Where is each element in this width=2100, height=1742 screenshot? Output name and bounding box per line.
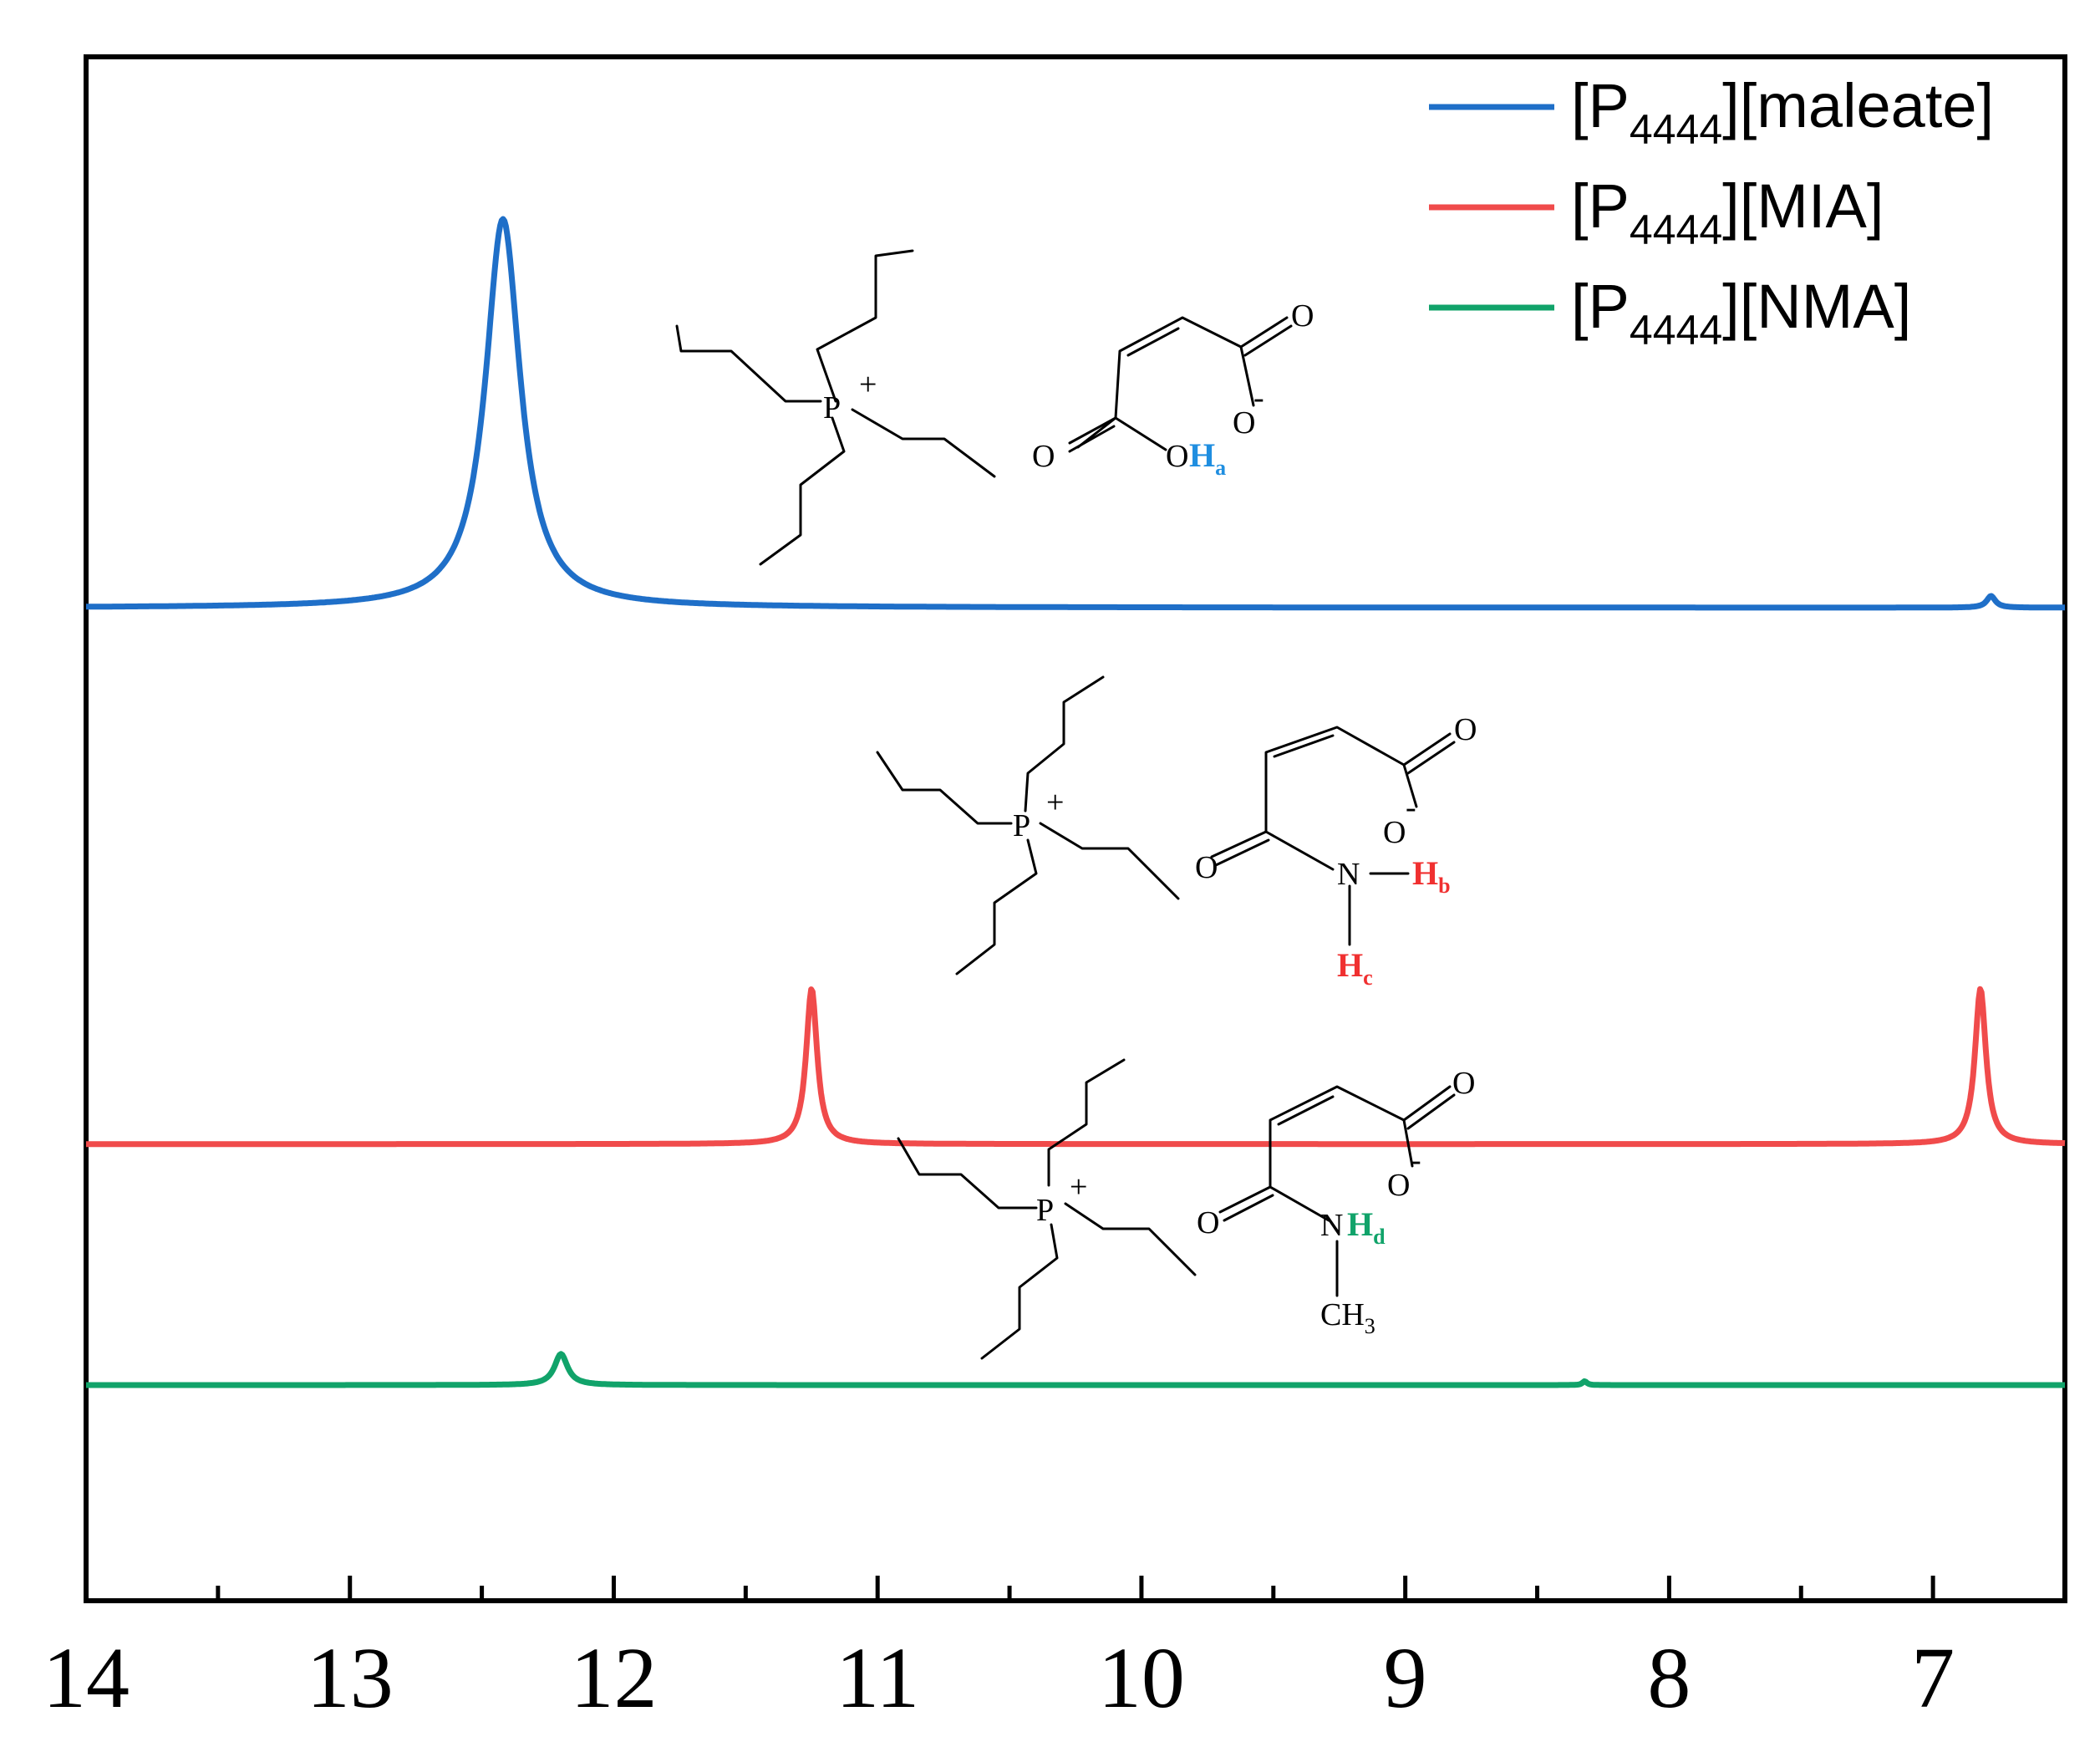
carboxylate-o-label: O [1387, 1168, 1410, 1203]
hydroxyl-o-label: O [1166, 439, 1188, 474]
spectrum-line-maleate [84, 216, 2067, 611]
spectrum-line-nma [84, 1351, 2067, 1388]
spectrum-traces [84, 216, 2067, 1388]
proton-d-label: Hd [1347, 1205, 1386, 1249]
x-tick-label: 8 [1647, 1630, 1691, 1726]
proton-a-label: Ha [1189, 436, 1226, 480]
carboxylate-charge-label: - [1406, 790, 1416, 825]
x-tick-label: 13 [307, 1630, 394, 1726]
nitrogen-label: N [1337, 857, 1360, 892]
proton-c-label: Hc [1337, 946, 1373, 990]
plus-charge-label: + [1046, 785, 1064, 820]
anion-nma: O N Hd CH3 O O - [1197, 1066, 1475, 1338]
carbonyl-o-label: O [1032, 439, 1055, 474]
phosphorus-label: P [1013, 808, 1030, 843]
nitrogen-label: N [1320, 1208, 1343, 1243]
structure-nma: P + O N Hd CH3 O O - [897, 1058, 1475, 1360]
cation-maleate: P + [675, 249, 996, 566]
x-axis-ticks [84, 1576, 1935, 1601]
structure-maleate: P + O O Ha O O - [675, 249, 1314, 566]
spectrum-line-mia [84, 986, 2067, 1148]
phosphorus-label: P [1036, 1193, 1054, 1228]
carboxylate-o-label: O [1383, 815, 1406, 850]
x-tick-label: 14 [43, 1630, 130, 1726]
plus-charge-label: + [859, 367, 877, 402]
x-tick-label: 7 [1911, 1630, 1955, 1726]
carbonyl-o-label: O [1197, 1205, 1219, 1240]
carbonyl-o-label: O [1195, 850, 1218, 885]
proton-b-label: Hb [1412, 854, 1451, 898]
legend: [P4444][maleate] [P4444][MIA] [P4444][NM… [1429, 71, 1994, 354]
carboxyl-o-label: O [1454, 712, 1477, 747]
methyl-label: CH3 [1320, 1297, 1375, 1338]
carboxylate-charge-label: - [1411, 1143, 1421, 1178]
plus-charge-label: + [1070, 1169, 1087, 1205]
cation-nma: P + [897, 1058, 1197, 1360]
x-tick-label: 9 [1384, 1630, 1427, 1726]
legend-label-maleate: [P4444][maleate] [1571, 71, 1994, 153]
legend-label-nma: [P4444][NMA] [1571, 272, 1911, 354]
phosphorus-label: P [823, 390, 841, 425]
x-tick-label: 12 [570, 1630, 657, 1726]
anion-mia: O N Hb Hc O O - [1195, 712, 1477, 990]
x-tick-label: 10 [1098, 1630, 1185, 1726]
carboxyl-o-label: O [1452, 1066, 1475, 1101]
x-axis-tick-labels: 14 13 12 11 10 9 8 7 [43, 1630, 1955, 1726]
carboxylate-charge-label: - [1253, 380, 1264, 415]
cation-mia: P + [876, 675, 1180, 975]
plot-frame [84, 54, 2067, 1603]
x-tick-label: 11 [836, 1630, 919, 1726]
legend-label-mia: [P4444][MIA] [1571, 171, 1884, 253]
structure-mia: P + O N Hb Hc O O - [876, 675, 1477, 990]
carboxylate-o-label: O [1233, 405, 1255, 441]
anion-maleate: O O Ha O O - [1032, 298, 1314, 480]
carboxyl-o-label: O [1291, 298, 1314, 334]
